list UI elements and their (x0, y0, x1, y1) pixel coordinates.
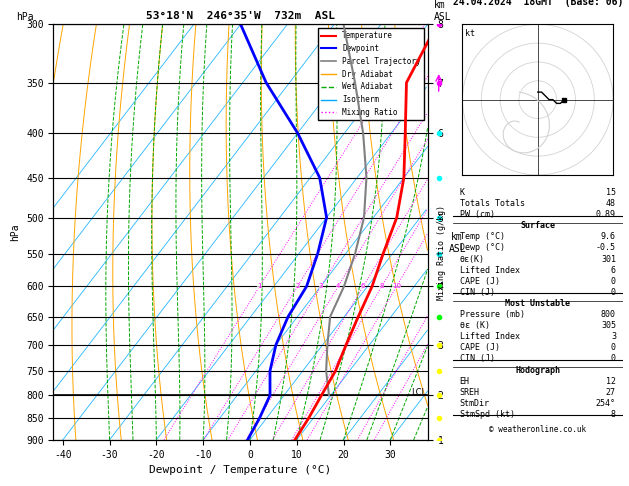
Text: Hodograph: Hodograph (515, 365, 560, 375)
Text: kt: kt (465, 29, 476, 38)
Text: 15: 15 (606, 188, 616, 197)
Text: θε (K): θε (K) (460, 321, 489, 330)
Legend: Temperature, Dewpoint, Parcel Trajectory, Dry Adiabat, Wet Adiabat, Isotherm, Mi: Temperature, Dewpoint, Parcel Trajectory… (318, 28, 424, 120)
Text: LCL: LCL (411, 388, 426, 397)
Title: 53°18'N  246°35'W  732m  ASL: 53°18'N 246°35'W 732m ASL (146, 11, 335, 21)
Text: 12: 12 (606, 377, 616, 385)
Text: 800: 800 (601, 310, 616, 319)
Text: 8: 8 (379, 283, 384, 290)
Text: θε(K): θε(K) (460, 255, 485, 263)
Text: PW (cm): PW (cm) (460, 210, 494, 219)
Y-axis label: km
ASL: km ASL (448, 232, 466, 254)
Text: Surface: Surface (520, 221, 555, 230)
Text: 10: 10 (392, 283, 401, 290)
Text: 27: 27 (606, 388, 616, 397)
Text: 6: 6 (361, 283, 365, 290)
Text: CAPE (J): CAPE (J) (460, 277, 499, 286)
Text: 254°: 254° (596, 399, 616, 408)
Text: 301: 301 (601, 255, 616, 263)
Text: 9.6: 9.6 (601, 232, 616, 242)
Text: -0.5: -0.5 (596, 243, 616, 252)
Text: StmSpd (kt): StmSpd (kt) (460, 410, 515, 419)
Text: CAPE (J): CAPE (J) (460, 343, 499, 352)
Text: K: K (460, 188, 465, 197)
Text: 2: 2 (295, 283, 299, 290)
Text: Most Unstable: Most Unstable (505, 299, 571, 308)
X-axis label: Dewpoint / Temperature (°C): Dewpoint / Temperature (°C) (150, 465, 331, 475)
Text: StmDir: StmDir (460, 399, 489, 408)
Text: Dewp (°C): Dewp (°C) (460, 243, 504, 252)
Text: hPa: hPa (16, 12, 33, 22)
Text: CIN (J): CIN (J) (460, 288, 494, 297)
Text: 8: 8 (611, 410, 616, 419)
Text: 0: 0 (611, 343, 616, 352)
Text: 4: 4 (336, 283, 340, 290)
Text: 1: 1 (257, 283, 262, 290)
Text: EH: EH (460, 377, 470, 385)
Text: Totals Totals: Totals Totals (460, 199, 525, 208)
Text: 24.04.2024  18GMT  (Base: 06): 24.04.2024 18GMT (Base: 06) (453, 0, 623, 7)
Text: 305: 305 (601, 321, 616, 330)
Text: 0.89: 0.89 (596, 210, 616, 219)
Text: Lifted Index: Lifted Index (460, 266, 520, 275)
Text: CIN (J): CIN (J) (460, 354, 494, 364)
Text: Temp (°C): Temp (°C) (460, 232, 504, 242)
Text: 0: 0 (611, 288, 616, 297)
Text: Pressure (mb): Pressure (mb) (460, 310, 525, 319)
Text: 3: 3 (318, 283, 323, 290)
Text: Mixing Ratio (g/kg): Mixing Ratio (g/kg) (437, 206, 446, 300)
Y-axis label: hPa: hPa (11, 223, 21, 241)
Text: © weatheronline.co.uk: © weatheronline.co.uk (489, 425, 586, 434)
Text: 0: 0 (611, 277, 616, 286)
Text: 0: 0 (611, 354, 616, 364)
Text: SREH: SREH (460, 388, 480, 397)
Text: 6: 6 (611, 266, 616, 275)
Text: 3: 3 (611, 332, 616, 341)
Text: km
ASL: km ASL (434, 0, 452, 22)
Text: Lifted Index: Lifted Index (460, 332, 520, 341)
Text: 48: 48 (606, 199, 616, 208)
